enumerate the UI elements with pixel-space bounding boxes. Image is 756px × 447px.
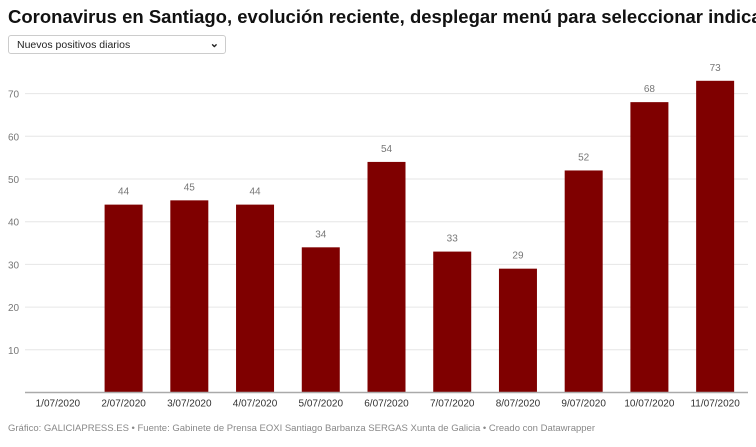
x-tick-label: 5/07/2020 <box>299 399 344 410</box>
y-tick-label: 50 <box>8 175 20 186</box>
x-tick-label: 8/07/2020 <box>496 399 541 410</box>
bar <box>236 204 275 393</box>
x-tick-label: 6/07/2020 <box>364 399 409 410</box>
y-tick-label: 30 <box>8 260 20 271</box>
y-tick-label: 60 <box>8 132 20 143</box>
footer-credits: Gráfico: GALICIAPRESS.ES • Fuente: Gabin… <box>8 423 595 434</box>
y-tick-label: 70 <box>8 90 20 101</box>
data-label: 44 <box>249 187 261 198</box>
data-label: 29 <box>512 251 524 262</box>
bar <box>498 268 537 393</box>
bar <box>630 102 669 393</box>
data-label: 54 <box>381 144 393 155</box>
data-label: 33 <box>447 234 459 245</box>
bar <box>170 200 209 393</box>
data-label: 68 <box>644 84 656 95</box>
y-tick-label: 40 <box>8 218 20 229</box>
bar <box>367 161 406 393</box>
x-tick-label: 9/07/2020 <box>561 399 606 410</box>
bar <box>433 251 472 393</box>
bar <box>564 170 603 393</box>
chart-title: Coronavirus en Santiago, evolución recie… <box>8 6 756 27</box>
data-label: 52 <box>578 152 590 163</box>
data-label: 73 <box>710 63 722 74</box>
x-tick-label: 10/07/2020 <box>624 399 674 410</box>
data-label: 44 <box>118 187 130 198</box>
x-tick-label: 4/07/2020 <box>233 399 278 410</box>
y-tick-label: 10 <box>8 346 20 357</box>
data-label: 34 <box>315 229 327 240</box>
x-tick-label: 7/07/2020 <box>430 399 475 410</box>
indicator-dropdown[interactable]: Nuevos positivos diarios ⌄ <box>8 35 226 54</box>
x-tick-label: 11/07/2020 <box>690 399 740 410</box>
bar <box>104 204 143 393</box>
dropdown-value: Nuevos positivos diarios <box>17 39 131 51</box>
bar <box>301 247 340 393</box>
data-label: 45 <box>184 182 196 193</box>
x-tick-label: 1/07/2020 <box>36 399 81 410</box>
chevron-down-icon: ⌄ <box>209 38 219 50</box>
x-tick-label: 3/07/2020 <box>167 399 212 410</box>
x-tick-label: 2/07/2020 <box>101 399 146 410</box>
bar <box>696 80 735 393</box>
y-tick-label: 20 <box>8 303 20 314</box>
bar-chart: 10 20 30 40 50 60 70 1/07/2020 44 2/07/2020 45 3/07… <box>8 63 748 410</box>
